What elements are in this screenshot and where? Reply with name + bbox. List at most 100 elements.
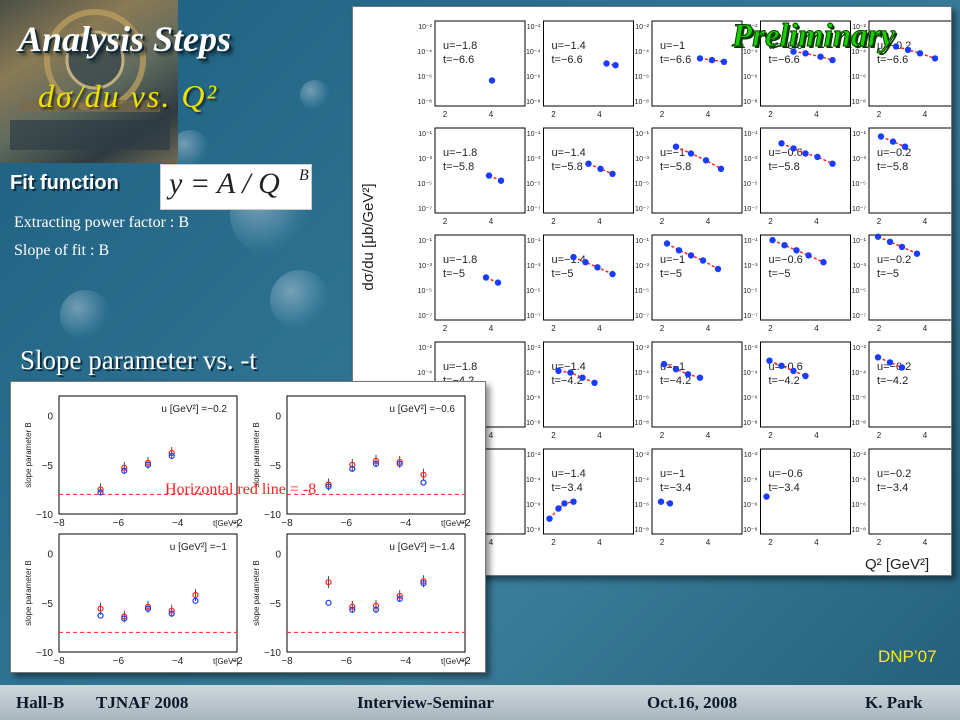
y-tick-label: 10⁻⁶ [743,502,757,509]
fit-equation-exponent: B [299,167,309,184]
data-point [829,56,836,64]
panel-t-label: t=−3.4 [769,482,800,494]
fit-function-label: Fit function [10,172,119,194]
y-tick-label: 10⁻³ [418,263,432,270]
x-tick-label: 2 [877,217,882,226]
panel-t-label: t=−4.2 [769,375,800,387]
panel-t-label: t=−5 [660,268,682,280]
x-tick-label: 2 [443,324,448,333]
panel-frame [651,234,743,321]
y-tick-label: 10⁻¹ [852,131,866,138]
y-tick-label: 10⁻⁴ [526,370,541,377]
y-tick-label: 10⁻¹ [744,131,758,138]
y-tick-label: 10⁻⁶ [418,74,432,81]
x-tick-label: −8 [53,518,65,529]
panel-t-label: t=−5.8 [660,161,691,173]
y-tick-label: 10⁻⁸ [743,420,757,427]
x-tick-label: 4 [814,110,819,119]
y-tick-label: 0 [275,412,281,423]
blue-data-point [372,606,380,613]
footer-author: K. Park [865,693,923,712]
data-point [889,138,897,145]
y-tick-label: 0 [275,550,281,561]
y-tick-label: 10⁻⁶ [852,395,866,402]
fit-line [558,370,595,384]
grid-panel: 10⁻¹ 10⁻³ 10⁻⁵ 10⁻⁷ 2 4 u=−1.8 t=−5.8 [418,127,526,226]
data-point [699,257,707,264]
panel-t-label: t=−3.4 [552,482,583,494]
x-tick-label: −6 [113,518,125,529]
x-tick-label: 4 [597,431,602,440]
data-point [485,172,493,179]
data-point [916,50,924,57]
x-tick-label: −4 [172,656,184,667]
blue-data-point [168,610,175,617]
x-tick-label: 2 [660,431,665,440]
y-tick-label: 10⁻³ [527,156,541,163]
blue-data-point [144,461,152,468]
data-point [898,243,906,251]
panel-t-label: t=−6.6 [769,54,800,66]
y-tick-label: −5 [42,599,54,610]
x-tick-label: −2 [459,656,471,667]
data-point [802,150,809,157]
panel-frame [651,127,743,214]
panel-t-label: t=−5 [877,268,899,280]
red-line-annotation: Horizontal red line = -8 [165,481,317,498]
y-tick-label: 10⁻⁸ [852,99,866,106]
y-tick-label: 10⁻⁵ [635,181,649,188]
panel-frame [434,20,526,107]
grid-panel: 10⁻¹ 10⁻³ 10⁻⁵ 10⁻⁷ 2 4 u=−1.4 t=−5.8 [526,127,634,226]
data-point [820,259,827,266]
data-point [805,252,812,259]
background-bubble [60,290,110,340]
y-tick-label: 10⁻⁷ [526,206,540,213]
panel-t-label: t=−5 [443,268,465,280]
y-axis-title: slope parameter B [24,560,33,625]
data-point [687,150,695,157]
y-tick-label: 10⁻² [527,345,541,352]
grid-panel: 10⁻² 10⁻⁴ 10⁻⁶ 10⁻⁸ 2 4 u=−0.6 t=−3.4 [743,448,851,547]
x-axis-title: t[GeV²] [441,519,466,528]
panel-u-label: u=−0.2 [877,254,911,266]
background-bubble [300,80,330,110]
data-point [829,160,836,167]
y-tick-label: 10⁻⁴ [526,49,541,56]
grid-panel: 10⁻¹ 10⁻³ 10⁻⁵ 10⁻⁷ 2 4 u=−0.6 t=−5 [743,234,851,333]
panel-u-label: u=−1 [660,254,685,266]
fit-line [588,163,613,175]
blue-data-point [396,460,403,467]
data-point [666,500,674,507]
footer-group: Hall-B [16,693,65,712]
red-data-point [325,481,332,488]
fit-equation-text: y = A / Q [169,167,280,200]
blue-data-point [396,595,403,602]
x-tick-label: −2 [459,518,471,529]
data-point [802,372,809,380]
x-tick-label: 2 [660,324,665,333]
y-tick-label: 10⁻² [635,452,649,459]
y-tick-label: 10⁻⁸ [852,527,866,534]
cross-section-grid-panel: dσ/du [μb/GeV²] Q² [GeV²] 10⁻² 10⁻⁴ 10⁻⁶ 10⁻⁸… [352,6,960,576]
data-point [781,242,788,249]
x-tick-label: 4 [706,217,711,226]
y-tick-label: −5 [42,461,54,472]
y-tick-label: 10⁻¹ [527,131,541,138]
y-tick-label: 10⁻⁷ [743,313,757,320]
y-tick-label: 10⁻⁶ [635,395,649,402]
x-tick-label: 4 [814,217,819,226]
x-tick-label: 2 [768,110,773,119]
x-tick-label: 4 [489,538,494,547]
y-tick-label: 10⁻² [744,24,758,31]
panel-u-label: u=−1.4 [552,254,586,266]
x-tick-label: −4 [400,518,412,529]
panel-frame [868,448,960,535]
blue-data-point [97,489,104,496]
y-tick-label: −5 [270,461,282,472]
panel-frame [760,127,851,214]
y-axis-title: dσ/du [μb/GeV²] [360,183,377,290]
data-point [898,364,906,371]
data-point [696,55,704,62]
red-data-point [325,579,332,586]
blue-data-point [192,597,199,604]
